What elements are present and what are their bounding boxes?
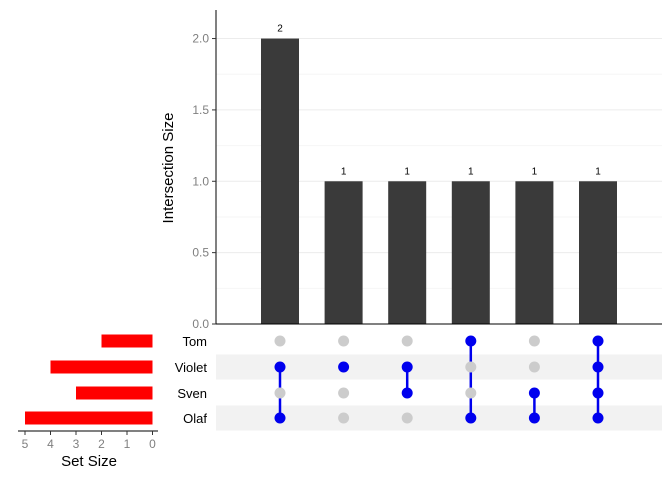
intersection-bar xyxy=(388,181,427,324)
matrix-dot-active xyxy=(274,412,286,424)
matrix-dot-inactive xyxy=(465,387,477,399)
y-tick-label: 1.0 xyxy=(192,174,209,188)
matrix-dot-active xyxy=(592,412,604,424)
intersection-bar-label: 1 xyxy=(468,166,474,177)
set-label: Tom xyxy=(182,334,207,349)
matrix-dot-active xyxy=(465,412,477,424)
matrix-dot-active xyxy=(528,387,540,399)
matrix-row-stripe xyxy=(216,354,662,380)
intersection-bar-label: 1 xyxy=(341,166,347,177)
set-size-tick-label: 5 xyxy=(22,437,29,451)
y-tick-label: 1.5 xyxy=(192,103,209,117)
intersection-matrix xyxy=(274,335,604,424)
intersection-bar-label: 1 xyxy=(595,166,601,177)
set-label: Olaf xyxy=(183,411,207,426)
set-labels: Tom Violet Sven Olaf xyxy=(175,334,208,426)
intersection-bar xyxy=(324,181,363,324)
set-size-tick-label: 3 xyxy=(73,437,80,451)
intersection-bars xyxy=(261,38,617,324)
intersection-bar xyxy=(579,181,617,324)
matrix-dot-active xyxy=(401,361,413,373)
set-size-axis-title: Set Size xyxy=(61,453,117,470)
matrix-dot-active xyxy=(592,387,604,399)
matrix-row-stripe xyxy=(216,405,662,431)
y-tick-label: 0.5 xyxy=(192,246,209,260)
set-size-axis: 5 4 3 2 1 0 xyxy=(18,430,158,451)
matrix-dot-inactive xyxy=(338,412,350,424)
intersection-bar xyxy=(261,38,299,324)
intersection-bar-labels: 2 1 1 1 1 1 xyxy=(277,24,601,178)
set-size-tick-label: 1 xyxy=(124,437,131,451)
set-size-tick-label: 2 xyxy=(98,437,105,451)
matrix-dot-active xyxy=(592,335,604,347)
intersection-bar xyxy=(515,181,554,324)
intersection-bar-label: 1 xyxy=(532,166,538,177)
matrix-dot-active xyxy=(274,361,286,373)
matrix-dot-inactive xyxy=(528,361,540,373)
set-size-tick-label: 4 xyxy=(47,437,54,451)
matrix-dot-active xyxy=(528,412,540,424)
matrix-dot-active xyxy=(465,335,477,347)
y-tick-label: 2.0 xyxy=(192,32,209,46)
set-size-bar xyxy=(25,411,153,425)
matrix-dot-inactive xyxy=(338,335,350,347)
matrix-dot-active xyxy=(401,387,413,399)
y-tick-label: 0.0 xyxy=(192,317,209,331)
matrix-dot-inactive xyxy=(528,335,540,347)
intersection-bar-label: 1 xyxy=(404,166,410,177)
set-size-bar xyxy=(101,334,153,348)
intersection-axis-title: Intersection Size xyxy=(160,113,177,224)
matrix-dot-inactive xyxy=(274,335,286,347)
matrix-dot-inactive xyxy=(401,412,413,424)
intersection-bar xyxy=(451,181,490,324)
intersection-y-axis: 0.0 0.5 1.0 1.5 2.0 xyxy=(192,10,662,331)
matrix-dot-inactive xyxy=(338,387,350,399)
intersection-bar-label: 2 xyxy=(277,24,283,35)
set-size-bar xyxy=(76,386,153,400)
matrix-dot-active xyxy=(338,361,350,373)
matrix-row-stripes xyxy=(216,354,662,431)
matrix-dot-inactive xyxy=(274,387,286,399)
set-size-bar xyxy=(50,360,153,374)
set-label: Sven xyxy=(177,386,207,401)
set-label: Violet xyxy=(175,360,208,375)
matrix-dot-inactive xyxy=(465,361,477,373)
set-size-bars xyxy=(25,334,153,425)
matrix-dot-inactive xyxy=(401,335,413,347)
set-size-tick-label: 0 xyxy=(149,437,156,451)
matrix-dot-active xyxy=(592,361,604,373)
